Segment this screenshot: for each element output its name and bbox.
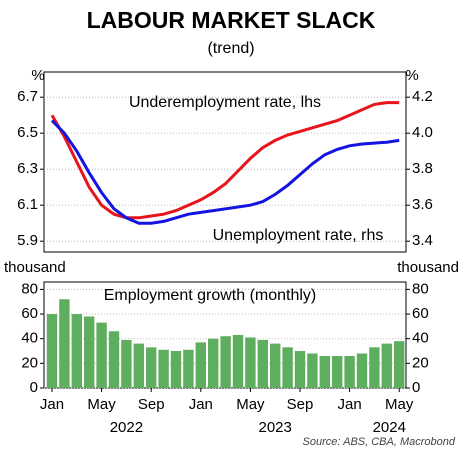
bar <box>307 353 318 388</box>
x-tick-label: May <box>385 396 414 413</box>
y2-tick-label: 40 <box>412 330 429 347</box>
bar <box>369 347 380 388</box>
series-label: Unemployment rate, rhs <box>213 227 384 244</box>
y-tick-label: 5.9 <box>17 232 38 249</box>
plot-frame <box>43 71 407 253</box>
bar <box>121 339 132 388</box>
bar <box>46 314 58 388</box>
bar <box>96 322 107 388</box>
bar <box>319 355 330 388</box>
y-tick-label: 60 <box>21 305 38 322</box>
x-tick-label: Sep <box>287 396 314 413</box>
y-tick-label: 40 <box>21 330 38 347</box>
x-tick-label: Jan <box>338 396 362 413</box>
y2-axis-label: % <box>405 67 418 84</box>
y2-tick-label: 0 <box>412 379 420 396</box>
bar <box>195 342 206 388</box>
y-axis-label: % <box>31 67 44 84</box>
y2-tick-label: 3.6 <box>412 196 433 213</box>
y2-tick-label: 20 <box>412 354 429 371</box>
bar <box>282 347 293 388</box>
bar <box>158 349 169 388</box>
bar <box>381 343 392 388</box>
y-tick-label: 0 <box>30 379 38 396</box>
bar <box>220 336 231 388</box>
y2-tick-label: 3.8 <box>412 160 433 177</box>
x-tick-label: Sep <box>138 396 165 413</box>
x-tick-label: Jan <box>40 396 64 413</box>
bar <box>245 337 256 388</box>
y-tick-label: 6.1 <box>17 196 38 213</box>
bar <box>332 355 343 388</box>
chart-subtitle: (trend) <box>207 40 254 57</box>
y-axis-label: thousand <box>4 259 66 276</box>
x-group-label: 2023 <box>259 419 292 436</box>
y2-tick-label: 4.0 <box>412 124 433 141</box>
y2-tick-label: 3.4 <box>412 232 433 249</box>
y-tick-label: 6.5 <box>17 124 38 141</box>
bar <box>183 349 194 388</box>
x-group-label: 2024 <box>373 419 406 436</box>
y-tick-label: 6.7 <box>17 88 38 105</box>
bar <box>356 353 368 388</box>
series-label: Employment growth (monthly) <box>104 287 317 304</box>
y2-tick-label: 60 <box>412 305 429 322</box>
bar <box>84 316 95 388</box>
bar <box>170 351 182 388</box>
y2-tick-label: 4.2 <box>412 88 433 105</box>
source: Source: ABS, CBA, Macrobond <box>303 436 456 448</box>
x-tick-label: May <box>236 396 265 413</box>
y-tick-label: 6.3 <box>17 160 38 177</box>
bar <box>146 347 157 388</box>
bar <box>270 343 281 388</box>
bar <box>344 355 355 388</box>
y-tick-label: 20 <box>21 354 38 371</box>
bar <box>294 351 306 388</box>
bar <box>108 331 120 388</box>
bar <box>232 335 244 388</box>
y2-axis-label: thousand <box>397 259 459 276</box>
line-series <box>50 101 400 220</box>
bar <box>71 314 82 388</box>
y-tick-label: 80 <box>21 280 38 297</box>
bar <box>257 339 268 388</box>
x-tick-label: Jan <box>189 396 213 413</box>
bar <box>394 341 405 388</box>
bar <box>59 299 70 388</box>
bar <box>208 338 219 388</box>
x-tick-label: May <box>87 396 116 413</box>
y2-tick-label: 80 <box>412 280 429 297</box>
series-label: Underemployment rate, lhs <box>129 94 321 111</box>
chart-title: LABOUR MARKET SLACK <box>87 7 376 33</box>
line-series <box>50 119 400 225</box>
x-group-label: 2022 <box>110 419 143 436</box>
bar <box>133 343 144 388</box>
